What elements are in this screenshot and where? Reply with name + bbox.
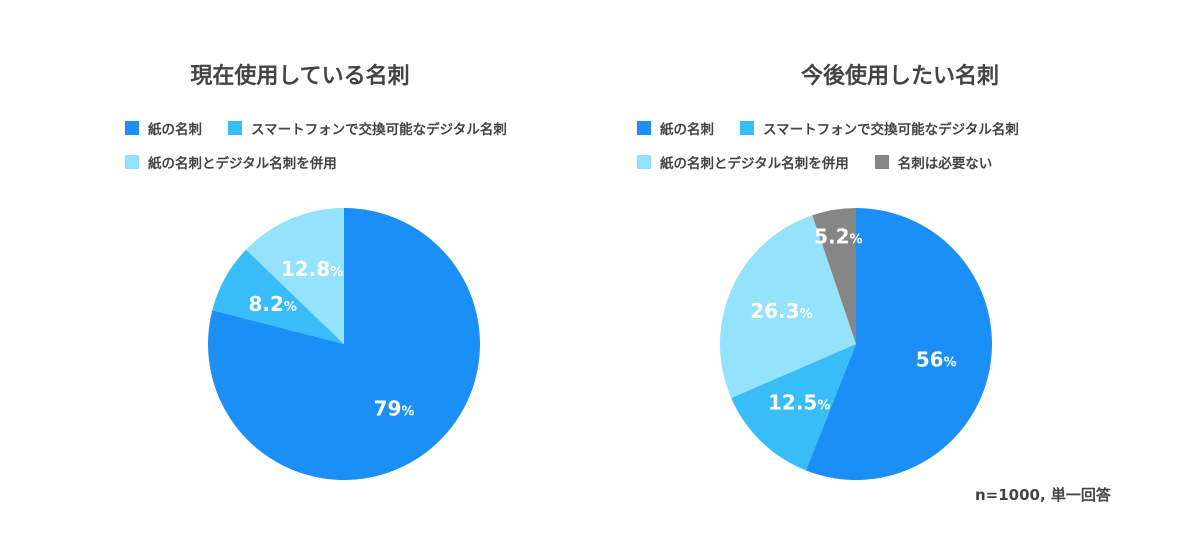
legend-label: 紙の名刺とデジタル名刺を併用 [148, 156, 337, 172]
sample-note: n=1000, 単一回答 [975, 486, 1111, 504]
pie-data-label: 12.8% [281, 257, 343, 281]
legend-swatch [637, 121, 651, 135]
legend-item: 紙の名刺とデジタル名刺を併用 [125, 152, 337, 172]
pie-slice [805, 208, 993, 480]
pie-data-label: 12.5% [768, 391, 830, 415]
legend-swatch [740, 121, 754, 135]
pie-data-label: 26.3% [750, 299, 812, 323]
legend-label: スマートフォンで交換可能なデジタル名刺 [763, 122, 1019, 138]
pie-slice [207, 208, 480, 480]
chart-title: 現在使用している名刺 [190, 64, 410, 89]
legend-label: 紙の名刺とデジタル名刺を併用 [660, 156, 849, 172]
pie-data-label: 8.2% [248, 292, 296, 316]
legend-swatch [125, 155, 139, 169]
pie-data-label: 56% [916, 347, 957, 371]
legend-swatch [874, 155, 889, 169]
legend-item: スマートフォンで交換可能なデジタル名刺 [740, 118, 1019, 138]
legend-item: 紙の名刺とデジタル名刺を併用 [637, 152, 849, 172]
legend-label: 名刺は必要ない [897, 156, 993, 172]
pie-data-label: 79% [374, 397, 415, 421]
legend-item: 紙の名刺 [125, 118, 202, 138]
pie-data-label: 5.2% [814, 225, 862, 249]
legend-label: 紙の名刺 [660, 122, 714, 138]
legend-item: スマートフォンで交換可能なデジタル名刺 [228, 118, 507, 138]
legend-swatch [228, 121, 242, 135]
legend-swatch [637, 155, 651, 169]
chart-panel-future: 今後使用したい名刺 紙の名刺 スマートフォンで交換可能なデジタル名刺紙の名刺とデジ… [600, 0, 1200, 550]
legend-item: 紙の名刺 [637, 118, 714, 138]
pie-slice [720, 215, 856, 399]
pie-slice [246, 208, 344, 344]
chart-title: 今後使用したい名刺 [800, 64, 999, 89]
legend-swatch [125, 121, 139, 135]
pie-slice [812, 208, 856, 344]
legend: 紙の名刺 スマートフォンで交換可能なデジタル名刺紙の名刺とデジタル名刺を併用 名刺は… [637, 118, 1107, 172]
legend-label: 紙の名刺 [148, 122, 202, 138]
pie-chart: 56% 12.5% 26.3% 5.2% [720, 208, 993, 480]
pie-slice [731, 344, 856, 471]
legend-item: 名刺は必要ない [874, 152, 993, 172]
pie-chart: 79% 8.2% 12.8% [207, 208, 480, 480]
legend-label: スマートフォンで交換可能なデジタル名刺 [251, 122, 507, 138]
legend: 紙の名刺 スマートフォンで交換可能なデジタル名刺紙の名刺とデジタル名刺を併用 [125, 118, 585, 172]
chart-panel-current: 現在使用している名刺 紙の名刺 スマートフォンで交換可能なデジタル名刺紙の名刺とデ… [125, 64, 585, 480]
pie-slice [212, 249, 344, 344]
